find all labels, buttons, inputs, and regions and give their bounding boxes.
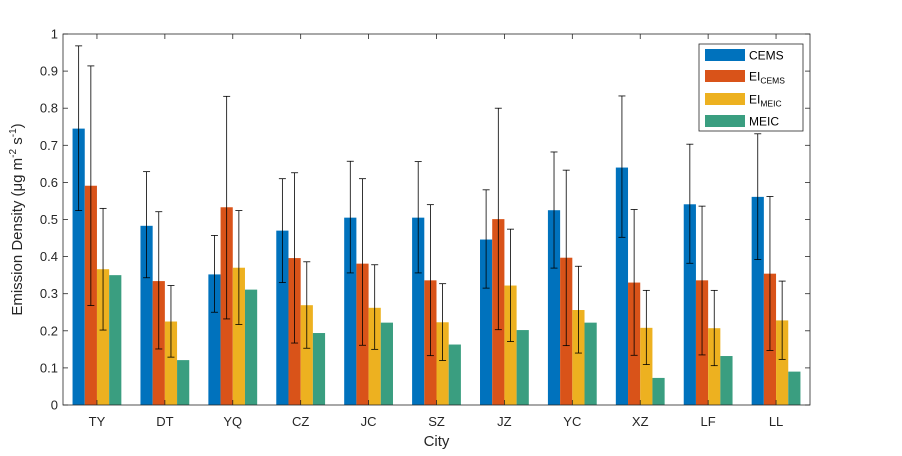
legend-label: EICEMS bbox=[749, 70, 785, 86]
bar-ei-meic-ll bbox=[776, 320, 789, 405]
y-axis-title-text: Emission Density ( bbox=[9, 191, 26, 315]
bar-ei-meic-yq bbox=[232, 267, 245, 405]
errorbar-layer bbox=[75, 45, 786, 367]
legend-swatch bbox=[705, 49, 745, 61]
legend-label: MEIC bbox=[749, 115, 779, 129]
y-tick-label: 1 bbox=[51, 27, 58, 42]
bar-meic-ty bbox=[109, 275, 122, 405]
x-tick-label: CZ bbox=[292, 414, 309, 429]
legend-swatch bbox=[705, 93, 745, 105]
bar-meic-sz bbox=[448, 344, 461, 405]
y-tick-label: 0.9 bbox=[40, 64, 58, 79]
y-tick-label: 0.4 bbox=[40, 249, 58, 264]
bar-meic-xz bbox=[652, 377, 665, 405]
x-axis-title: City bbox=[424, 433, 450, 450]
bar-cems-cz bbox=[276, 230, 289, 405]
x-tick-label: TY bbox=[89, 414, 106, 429]
legend-swatch bbox=[705, 115, 745, 127]
bar-cems-lf bbox=[683, 204, 696, 405]
x-tick-label: LF bbox=[701, 414, 716, 429]
bar-cems-jc bbox=[344, 217, 357, 405]
x-tick-label: DT bbox=[156, 414, 173, 429]
bar-meic-lf bbox=[720, 356, 733, 405]
bar-cems-yc bbox=[547, 210, 561, 405]
y-tick-label: 0.1 bbox=[40, 360, 58, 375]
bar-cems-jz bbox=[480, 239, 493, 405]
y-tick-label: 0.5 bbox=[40, 212, 58, 227]
y-tick-label: 0.8 bbox=[40, 101, 58, 116]
x-tick-label: SZ bbox=[428, 414, 445, 429]
x-tick-label: JZ bbox=[497, 414, 512, 429]
legend-label: EIMEIC bbox=[749, 93, 782, 109]
x-tick-label: YQ bbox=[223, 414, 242, 429]
bar-cems-dt bbox=[140, 225, 153, 405]
bar-ei-meic-jc bbox=[368, 307, 381, 405]
y-tick-label: 0.3 bbox=[40, 286, 58, 301]
bar-ei-meic-lf bbox=[708, 328, 721, 405]
bar-cems-ll bbox=[751, 196, 764, 405]
y-axis-title: Emission Density (μg m-2 s-1) bbox=[8, 123, 26, 315]
bar-meic-jc bbox=[380, 322, 393, 405]
x-tick-label: JC bbox=[361, 414, 377, 429]
y-axis-title-mu: μ bbox=[9, 183, 26, 192]
y-tick-label: 0.7 bbox=[40, 138, 58, 153]
x-tick-label: YC bbox=[563, 414, 581, 429]
x-axis-ticks: TY DT YQ CZ JC SZ JZ YC XZ LF LL bbox=[89, 34, 783, 429]
bar-meic-dt bbox=[177, 360, 190, 405]
bar-ei-meic-dt bbox=[164, 321, 178, 405]
legend: CEMS EICEMS EIMEIC MEIC bbox=[698, 43, 804, 132]
bar-cems-xz bbox=[615, 167, 629, 405]
y-axis-title-sup2: -1 bbox=[8, 128, 19, 137]
y-axis-title-close: ) bbox=[9, 123, 26, 128]
bar-cems-sz bbox=[412, 217, 425, 405]
legend-label: CEMS bbox=[749, 49, 784, 63]
y-axis-ticks: 0 0.1 0.2 0.3 0.4 0.5 0.6 0.7 0.8 0.9 1 bbox=[40, 27, 810, 413]
y-axis-title-s: s bbox=[9, 137, 26, 149]
bar-meic-cz bbox=[312, 333, 326, 405]
y-axis-title-unit: g m bbox=[9, 158, 26, 183]
bar-meic-jz bbox=[516, 330, 529, 405]
y-tick-label: 0 bbox=[51, 398, 58, 413]
x-tick-label: LL bbox=[769, 414, 783, 429]
bar-meic-yq bbox=[244, 289, 258, 405]
y-tick-label: 0.6 bbox=[40, 175, 58, 190]
bar-ei-meic-cz bbox=[300, 305, 313, 405]
bar-ei-meic-yc bbox=[572, 310, 585, 405]
y-axis-title-sup1: -2 bbox=[8, 148, 19, 157]
bar-ei-meic-ty bbox=[96, 269, 110, 405]
bar-meic-yc bbox=[584, 322, 597, 405]
legend-swatch bbox=[705, 70, 745, 82]
x-tick-label: XZ bbox=[632, 414, 649, 429]
bar-meic-ll bbox=[788, 371, 801, 405]
y-tick-label: 0.2 bbox=[40, 323, 58, 338]
bar-cems-ty bbox=[72, 128, 85, 406]
bar-ei-meic-xz bbox=[640, 327, 653, 405]
bar-ei-meic-jz bbox=[504, 285, 517, 405]
bar-cems-yq bbox=[208, 274, 221, 405]
bar-ei-meic-sz bbox=[436, 322, 449, 405]
